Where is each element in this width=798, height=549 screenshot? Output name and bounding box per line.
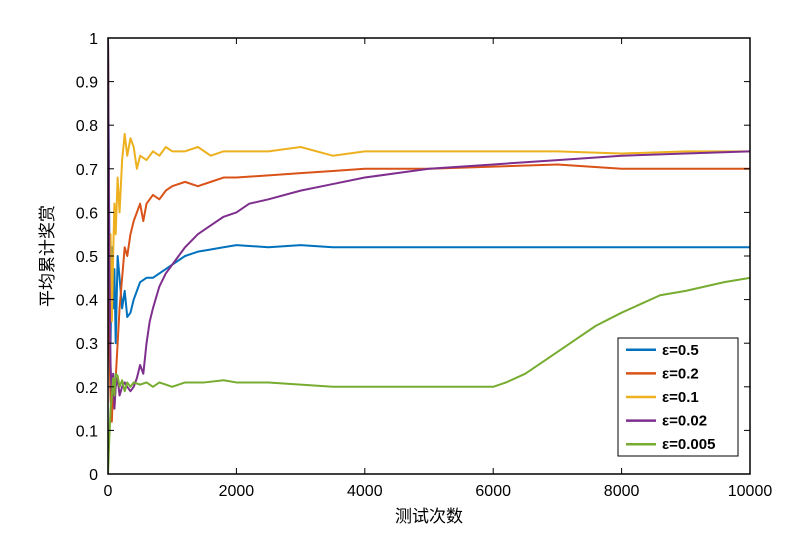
xtick-label: 4000 xyxy=(347,483,383,500)
line-chart: 0 2000 4000 6000 8000 10000 0 0.1 0.2 0.3 0.4 0.5 0.… xyxy=(0,0,798,549)
ytick-label: 0.9 xyxy=(76,75,98,92)
chart-container: 0 2000 4000 6000 8000 10000 0 0.1 0.2 0.3 0.4 0.5 0.… xyxy=(0,0,798,549)
ytick-label: 0.8 xyxy=(76,118,98,135)
xtick-label: 8000 xyxy=(604,483,640,500)
series-ε=0.1 xyxy=(108,38,750,321)
ytick-label: 0.4 xyxy=(76,293,98,310)
xtick-label: 0 xyxy=(104,483,113,500)
ytick-label: 0 xyxy=(89,467,98,484)
legend-label: ε=0.5 xyxy=(662,342,699,359)
ytick-label: 0.6 xyxy=(76,205,98,222)
legend-label: ε=0.2 xyxy=(662,365,699,382)
ytick-label: 0.3 xyxy=(76,336,98,353)
ytick-label: 0.7 xyxy=(76,162,98,179)
y-axis-label: 平均累计奖赏 xyxy=(38,205,57,307)
xtick-label: 6000 xyxy=(475,483,511,500)
legend-label: ε=0.02 xyxy=(662,413,707,430)
legend-label: ε=0.005 xyxy=(662,436,715,453)
x-axis-label: 测试次数 xyxy=(395,507,463,526)
xtick-label: 2000 xyxy=(219,483,255,500)
ytick-label: 0.1 xyxy=(76,423,98,440)
legend-label: ε=0.1 xyxy=(662,389,699,406)
ytick-label: 0.2 xyxy=(76,380,98,397)
ytick-label: 0.5 xyxy=(76,249,98,266)
ytick-label: 1 xyxy=(89,31,98,48)
xtick-label: 10000 xyxy=(728,483,773,500)
